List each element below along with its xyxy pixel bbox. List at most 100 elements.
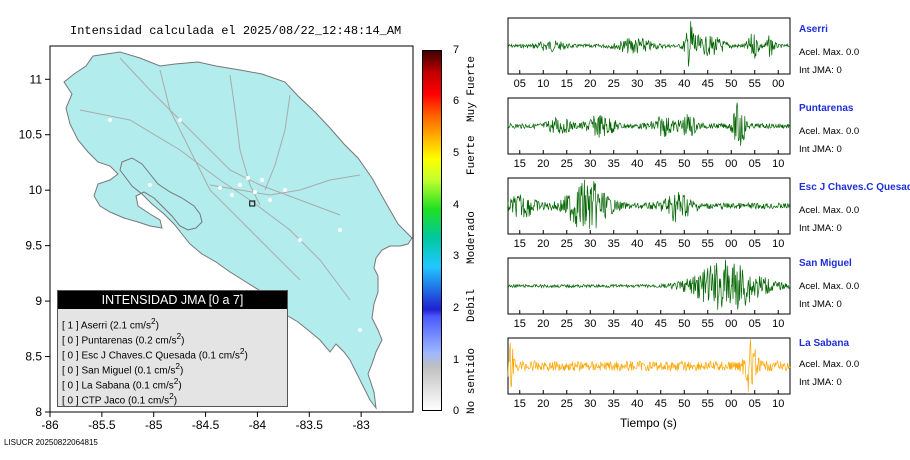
map-y-tick-label: 10.5 <box>19 128 43 142</box>
seismogram-trace <box>507 259 791 310</box>
intensity-colorbar <box>422 50 442 411</box>
seismogram-trace <box>507 339 791 392</box>
seismogram-trace <box>507 102 791 146</box>
legend-unit: cm/s <box>152 380 174 392</box>
footer-id: LISUCR 20250822064815 <box>4 438 98 447</box>
colorbar-tick: 7 <box>453 44 460 56</box>
station-acel: Acel. Max. 0.0 <box>799 281 860 292</box>
legend-unit-exp: 2 <box>169 391 174 401</box>
map-y-tick-label: 8 <box>35 405 42 419</box>
seismogram-tick-label: 30 <box>584 398 596 410</box>
seismogram-tick-label: 50 <box>678 158 690 170</box>
seismogram-tick-label: 45 <box>655 318 667 330</box>
colorbar-category: Muy Fuerte <box>466 55 478 122</box>
legend-entry: [ 0 ] CTP Jaco (0.1 cm/s2) <box>62 391 178 407</box>
city-point <box>260 178 264 182</box>
legend-unit-exp: 2 <box>176 331 182 341</box>
seismogram-tick-label: 45 <box>655 158 667 170</box>
legend-value: 0.2 <box>138 335 153 347</box>
city-point <box>178 118 182 122</box>
map-x-tick-label: -84.5 <box>192 418 220 432</box>
city-point <box>358 328 362 332</box>
seismogram-tick-label: 25 <box>561 238 573 250</box>
legend-unit: cm/s <box>155 335 177 347</box>
colorbar-tick: 2 <box>453 302 460 314</box>
legend-level: [ 0 ] <box>62 365 79 377</box>
city-point <box>238 183 242 187</box>
legend-value: 0.1 <box>135 380 150 392</box>
seismogram-tick-label: 00 <box>772 78 784 90</box>
legend-unit-exp: 2 <box>175 361 181 371</box>
colorbar-category: No sentido <box>466 347 478 414</box>
seismogram-tick-label: 15 <box>514 158 526 170</box>
road-3 <box>159 69 301 281</box>
seismogram-tick-label: 25 <box>561 318 573 330</box>
seismogram-tick-label: 40 <box>631 238 643 250</box>
seismogram-tick-label: 15 <box>514 318 526 330</box>
station-name: San Miguel <box>799 258 852 269</box>
legend-entry: [ 1 ] Aserri (2.1 cm/s2) <box>62 316 159 332</box>
city-point <box>148 183 152 187</box>
map-x-tick-label: -83 <box>352 418 370 432</box>
seismogram-tick-label: 00 <box>725 238 737 250</box>
legend-unit-exp: 2 <box>239 346 245 356</box>
road-2 <box>79 109 351 301</box>
map-x-tick-label: -85.5 <box>88 418 116 432</box>
seismogram-panels: 05 10 15 20 25 30 35 40 45 50 55 00 15 20 25 30 35 40 45 50… <box>507 17 791 410</box>
map-x-tick-label: -85 <box>145 418 163 432</box>
intensity-legend: INTENSIDAD JMA [0 a 7] [ 1 ] Aserri (2.1… <box>57 290 288 407</box>
road-1 <box>119 57 341 216</box>
seismogram-tick-label: 30 <box>584 238 596 250</box>
seismogram-tick-label: 55 <box>702 398 714 410</box>
seismogram-tick-label: 00 <box>725 318 737 330</box>
costa-rica-shape <box>63 51 413 410</box>
seismogram-tick-label: 00 <box>725 398 737 410</box>
seismogram-tick-label: 55 <box>749 78 761 90</box>
road-5 <box>264 94 291 191</box>
seismogram-tick-label: 50 <box>678 238 690 250</box>
legend-value: 0.1 <box>202 350 216 362</box>
seismogram-tick-label: 40 <box>631 158 643 170</box>
seismogram-tick-label: 05 <box>749 238 761 250</box>
seismogram-tick-label: 35 <box>608 398 620 410</box>
legend-station: San Miguel <box>81 365 132 377</box>
colorbar-category: Debil <box>466 288 478 322</box>
seismogram-tick-label: 50 <box>725 78 737 90</box>
seismogram-tick-label: 20 <box>584 78 596 90</box>
seismogram-tick-label: 25 <box>608 78 620 90</box>
city-point <box>108 118 112 122</box>
legend-entry: [ 0 ] San Miguel (0.1 cm/s2) <box>62 361 184 377</box>
legend-unit-exp: 2 <box>150 316 156 326</box>
seismogram-tick-label: 35 <box>608 238 620 250</box>
legend-level: [ 0 ] <box>62 350 79 362</box>
legend-unit: cm/s <box>154 365 176 377</box>
colorbar-tick: 4 <box>453 199 460 211</box>
city-point <box>253 190 257 194</box>
map-y-tick-label: 8.5 <box>25 350 42 364</box>
city-point <box>218 186 222 190</box>
station-int: Int JMA: 0 <box>799 377 842 388</box>
legend-unit: cm/s <box>218 350 240 362</box>
station-name: Aserri <box>799 24 828 35</box>
seismogram-trace <box>507 179 791 229</box>
colorbar-tick: 1 <box>453 354 460 366</box>
seismogram-tick-label: 40 <box>678 78 690 90</box>
station-name: Puntarenas <box>799 103 854 114</box>
map-title: Intensidad calculada el 2025/08/22_12:48… <box>70 24 402 38</box>
city-point <box>268 198 272 202</box>
seismogram-tick-label: 05 <box>749 158 761 170</box>
colorbar-tick: 3 <box>453 250 460 262</box>
seismogram-tick-label: 50 <box>678 318 690 330</box>
city-point <box>298 238 302 242</box>
seismogram-tick-label: 15 <box>514 238 526 250</box>
legend-level: [ 0 ] <box>62 395 79 407</box>
station-int: Int JMA: 0 <box>799 223 842 234</box>
map-y-tick-label: 9 <box>35 294 42 308</box>
seismogram-tick-label: 00 <box>725 158 737 170</box>
legend-station: La Sabana <box>81 380 130 392</box>
seismogram-tick-label: 10 <box>772 238 784 250</box>
seismogram-tick-label: 30 <box>631 78 643 90</box>
seismogram-tick-label: 20 <box>537 398 549 410</box>
station-acel: Acel. Max. 0.0 <box>799 359 860 370</box>
legend-unit: cm/s <box>148 395 170 407</box>
